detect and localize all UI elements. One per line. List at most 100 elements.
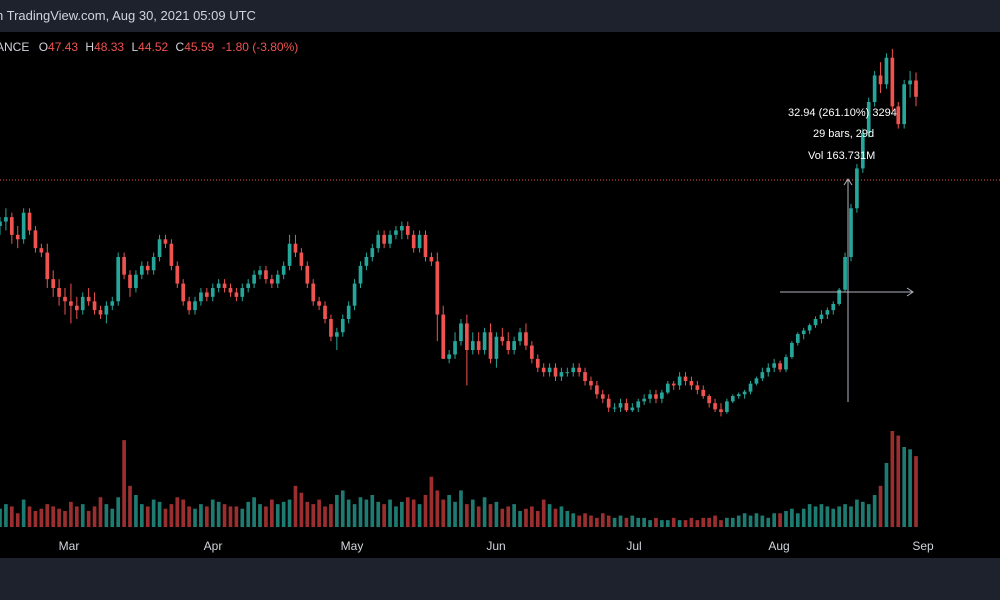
candle-body	[51, 279, 56, 288]
volume-bar	[843, 504, 847, 527]
candle-body	[364, 257, 369, 266]
volume-bar	[535, 511, 540, 527]
candle-body	[565, 372, 570, 374]
volume-bar	[340, 490, 345, 527]
candle-body	[553, 367, 558, 377]
symbol-label: ANCE	[0, 40, 30, 54]
candle-body	[4, 217, 8, 222]
candle-body	[902, 84, 907, 125]
volume-bar	[866, 504, 871, 527]
volume-bar	[293, 485, 298, 527]
candle-body	[199, 292, 203, 302]
volume-bar	[671, 517, 676, 527]
candle-body	[547, 367, 552, 373]
volume-bar	[92, 506, 97, 527]
volume-bar	[187, 506, 191, 527]
candle-body	[618, 403, 623, 408]
volume-bar	[518, 511, 522, 527]
volume-bar	[636, 517, 641, 527]
close-label: C	[175, 40, 185, 54]
candle-body	[335, 332, 339, 337]
volume-bar	[577, 515, 581, 527]
candle-body	[441, 314, 446, 359]
volume-bar	[825, 506, 830, 527]
volume-bar	[725, 517, 729, 527]
volume-bar	[376, 501, 381, 527]
candle-body	[74, 305, 79, 311]
volume-bar	[459, 490, 463, 527]
close-value: 45.59	[184, 40, 215, 54]
volume-bar	[872, 495, 877, 527]
volume-bar	[394, 506, 398, 527]
volume-bar	[565, 511, 570, 527]
volume-bar	[807, 504, 812, 527]
candle-body	[914, 80, 918, 97]
candle-body	[0, 221, 2, 226]
candle-body	[21, 212, 26, 240]
volume-bar	[116, 497, 121, 527]
volume-bar	[778, 513, 782, 527]
candle-body	[287, 243, 292, 266]
volume-bar	[488, 504, 493, 527]
candle-body	[813, 319, 818, 326]
candle-body	[872, 75, 877, 102]
candle-body	[677, 376, 682, 386]
x-tick-label: Jul	[626, 539, 642, 553]
candle-body	[346, 305, 351, 319]
volume-bar	[642, 517, 646, 527]
candle-body	[459, 323, 463, 342]
candle-body	[423, 234, 428, 257]
candle-body	[801, 330, 806, 335]
candle-body	[187, 301, 191, 311]
volume-bar	[559, 506, 564, 527]
candle-body	[57, 288, 61, 297]
volume-bar	[553, 508, 558, 527]
candle-body	[116, 257, 121, 302]
candle-body	[843, 257, 847, 290]
candle-body	[394, 230, 398, 235]
volume-bar	[240, 508, 245, 527]
candle-body	[80, 296, 85, 311]
volume-bar	[524, 508, 528, 527]
ohlc-legend: ANCE O47.43 H48.33 L44.52 C45.59 -1.80 (…	[0, 40, 298, 54]
candle-body	[258, 270, 262, 275]
candle-body	[98, 310, 103, 315]
volume-bar	[600, 513, 605, 527]
candle-body	[725, 401, 729, 412]
candle-body	[27, 212, 32, 231]
volume-bar	[163, 508, 168, 527]
volume-bar	[482, 497, 487, 527]
x-tick-label: Sep	[912, 539, 934, 553]
candle-body	[45, 252, 50, 280]
candle-body	[240, 288, 245, 297]
candle-body	[39, 248, 44, 253]
volume-bar	[571, 513, 576, 527]
candle-body	[470, 341, 475, 350]
candle-body	[163, 239, 168, 244]
candle-body	[270, 279, 274, 284]
price-chart[interactable]	[0, 32, 1000, 528]
volume-bar	[902, 447, 907, 527]
candle-body	[571, 367, 576, 373]
candle-body	[151, 257, 156, 271]
volume-bar	[441, 499, 446, 527]
x-tick-label: Jun	[486, 539, 506, 553]
volume-bar	[104, 504, 109, 527]
candle-body	[683, 376, 688, 381]
volume-bar	[157, 501, 162, 527]
candle-body	[807, 325, 812, 331]
volume-bar	[57, 508, 61, 527]
x-tick-label: Aug	[768, 539, 790, 553]
volume-bar	[860, 501, 865, 527]
candle-body	[595, 385, 599, 395]
volume-bar	[665, 520, 670, 527]
candle-body	[69, 301, 73, 306]
volume-bar	[80, 504, 85, 527]
measure-change-text: 32.94 (261.10%) 3294	[788, 107, 897, 119]
volume-bar	[683, 520, 688, 527]
candle-body	[772, 363, 776, 368]
volume-bar	[742, 513, 747, 527]
volume-bar	[216, 501, 221, 527]
volume-bar	[370, 495, 375, 527]
candle-body	[311, 283, 316, 302]
